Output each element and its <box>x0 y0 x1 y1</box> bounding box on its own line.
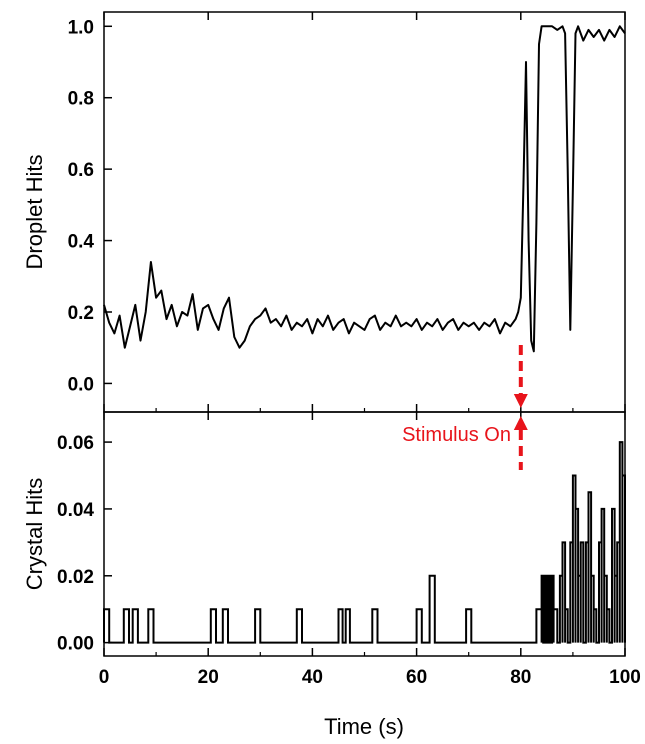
y-axis-label-crystal: Crystal Hits <box>22 478 47 590</box>
x-tick-label: 40 <box>302 667 323 688</box>
y-tick-label-crystal: 0.02 <box>57 567 94 588</box>
stimulus-arrowhead-down <box>513 394 528 408</box>
x-tick-label: 60 <box>406 667 427 688</box>
x-axis-label: Time (s) <box>324 714 404 739</box>
y-tick-label-droplet: 0.6 <box>68 160 94 181</box>
y-tick-label-droplet: 0.4 <box>68 232 95 253</box>
x-tick-label: 100 <box>609 667 641 688</box>
stimulus-marker <box>513 345 528 470</box>
stimulus-label: Stimulus On <box>402 424 511 446</box>
crystal-hits-plot <box>103 441 626 644</box>
crystal-hits-series <box>103 441 626 644</box>
tick-labels: 0 20 40 60 80 100 0.0 0.2 0.4 0.6 0.8 1.0 0.00 0.02 0.… <box>57 17 641 688</box>
stimulus-arrowhead-up <box>513 416 528 430</box>
y-axis-label-droplet: Droplet Hits <box>22 155 47 270</box>
x-tick-label: 80 <box>510 667 531 688</box>
x-tick-label: 20 <box>198 667 219 688</box>
y-tick-label-droplet: 0.8 <box>68 89 94 110</box>
droplet-hits-plot <box>103 25 626 353</box>
axis-ticks <box>103 12 626 656</box>
y-tick-label-crystal: 0.04 <box>57 500 94 521</box>
droplet-hits-series <box>103 25 626 353</box>
y-tick-label-droplet: 0.2 <box>68 303 94 324</box>
y-tick-label-droplet: 1.0 <box>68 17 94 38</box>
x-tick-label: 0 <box>99 667 110 688</box>
top-panel-frame <box>103 11 626 413</box>
y-tick-label-crystal: 0.00 <box>57 634 94 655</box>
y-tick-label-droplet: 0.0 <box>68 374 94 395</box>
y-tick-label-crystal: 0.06 <box>57 433 94 454</box>
